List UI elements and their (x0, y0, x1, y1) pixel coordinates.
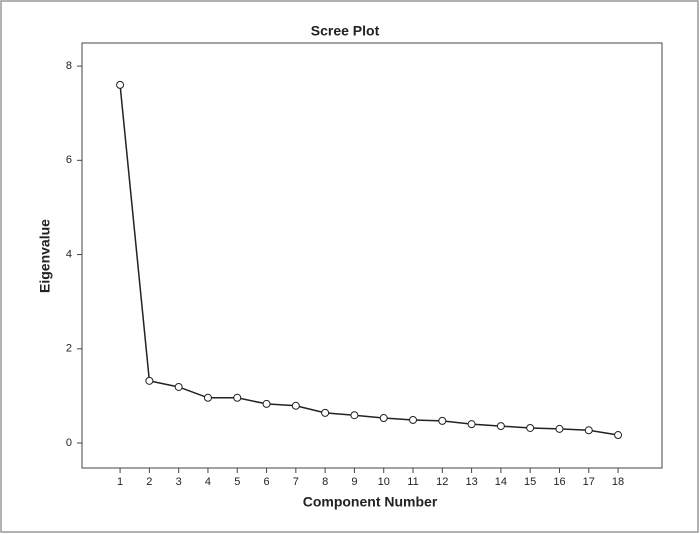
point (379, 414, 388, 423)
point (555, 424, 564, 433)
point (291, 401, 300, 410)
x-tick-label: 5 (234, 476, 240, 488)
x-tick-label: 3 (176, 476, 182, 488)
point (467, 420, 476, 429)
x-tick-label: 10 (378, 476, 390, 488)
point (438, 416, 447, 425)
point (203, 393, 212, 402)
point (584, 426, 593, 435)
x-tick-label: 13 (465, 476, 477, 488)
plot-area (81, 42, 663, 469)
point (350, 411, 359, 420)
x-axis-label: Component Number (303, 494, 438, 510)
x-tick-label: 4 (205, 476, 211, 488)
point (174, 382, 183, 391)
series-line (119, 84, 619, 436)
y-tick-label: 6 (66, 154, 72, 166)
x-tick-label: 16 (553, 476, 565, 488)
y-tick-label: 0 (66, 437, 72, 449)
x-tick-label: 17 (583, 476, 595, 488)
x-tick-label: 12 (436, 476, 448, 488)
point (145, 376, 154, 385)
y-tick-label: 4 (66, 248, 72, 260)
y-tick-label: 2 (66, 343, 72, 355)
x-tick-label: 7 (293, 476, 299, 488)
x-tick-label: 2 (146, 476, 152, 488)
point (409, 415, 418, 424)
y-tick-label: 8 (66, 60, 72, 72)
x-tick-label: 15 (524, 476, 536, 488)
x-tick-label: 18 (612, 476, 624, 488)
point (614, 431, 623, 440)
x-tick-label: 9 (351, 476, 357, 488)
point (262, 399, 271, 408)
point (321, 408, 330, 417)
y-axis-label: Eigenvalue (37, 219, 53, 293)
x-tick-label: 8 (322, 476, 328, 488)
point (526, 423, 535, 432)
x-tick-label: 11 (407, 476, 418, 488)
x-tick-label: 1 (117, 476, 123, 488)
point (233, 393, 242, 402)
point (116, 80, 125, 89)
x-tick-label: 14 (495, 476, 507, 488)
x-tick-label: 6 (263, 476, 269, 488)
point (496, 422, 505, 431)
chart-title: Scree Plot (311, 23, 380, 39)
